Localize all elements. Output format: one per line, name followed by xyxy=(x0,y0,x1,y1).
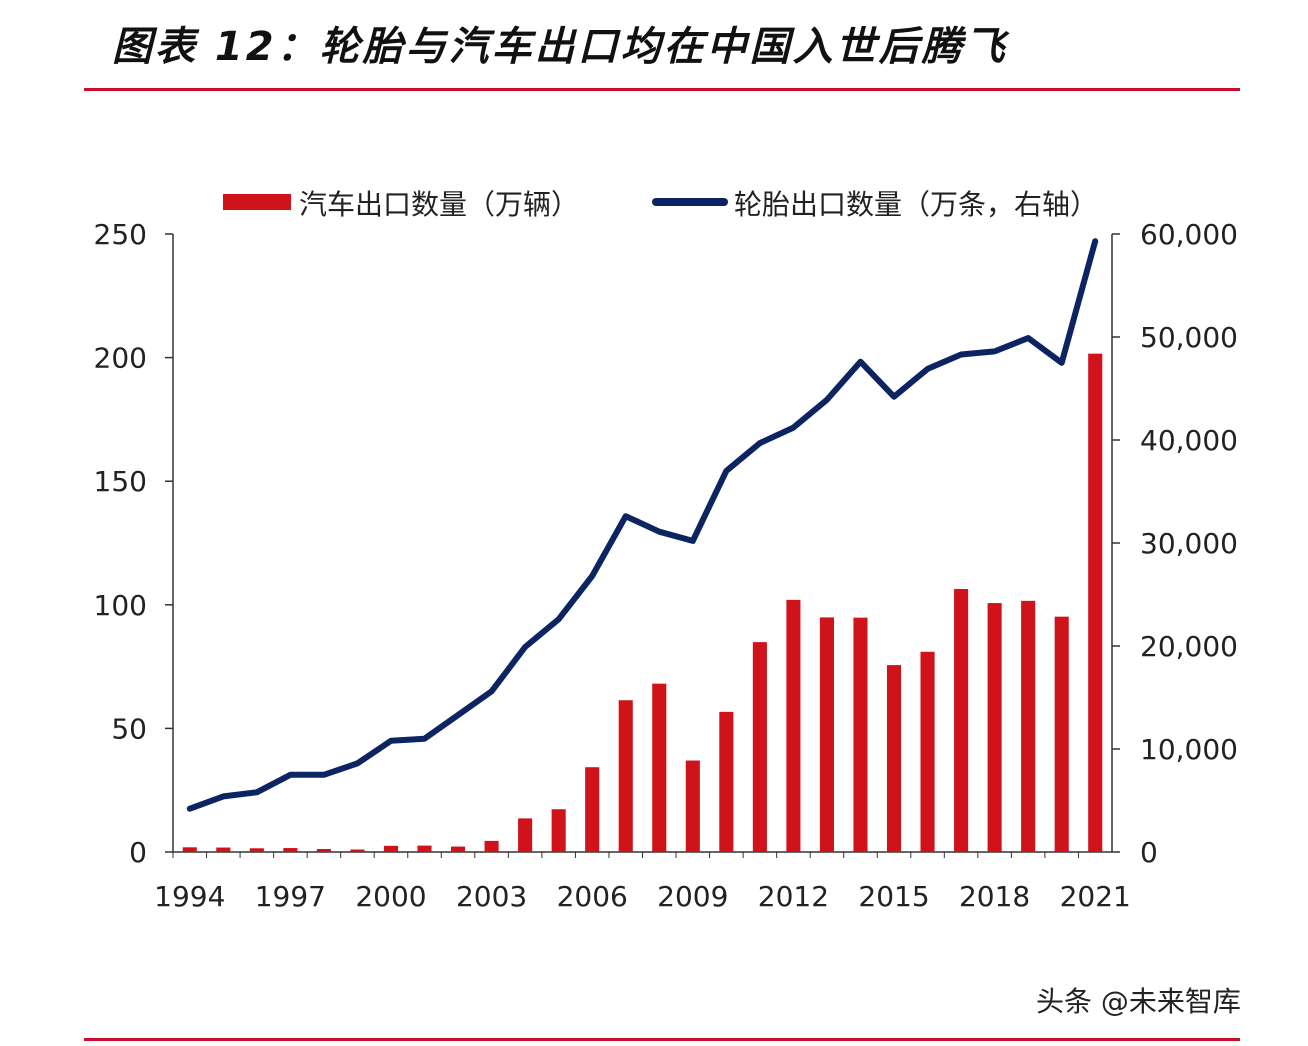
legend-label-line: 轮胎出口数量（万条，右轴） xyxy=(734,188,1098,221)
legend-swatch-bar xyxy=(223,194,291,210)
bar-car-export xyxy=(652,683,667,852)
left-tick-label: 250 xyxy=(94,218,147,251)
bar-car-export xyxy=(283,848,298,852)
bar-car-export xyxy=(451,846,466,852)
bar-car-export xyxy=(484,840,499,852)
right-tick-label: 50,000 xyxy=(1140,321,1238,354)
bar-car-export xyxy=(585,767,600,852)
x-tick-label: 2018 xyxy=(959,880,1030,913)
bar-car-export xyxy=(1054,616,1069,852)
left-tick-label: 150 xyxy=(94,465,147,498)
left-tick-label: 50 xyxy=(111,712,147,745)
bar-car-export xyxy=(853,617,868,852)
bar-car-export xyxy=(752,642,767,852)
x-tick-label: 1994 xyxy=(154,880,225,913)
bar-car-export xyxy=(316,849,331,852)
bar-car-export xyxy=(954,588,969,852)
bar-car-export xyxy=(886,665,902,852)
x-tick-label: 1997 xyxy=(255,880,326,913)
x-tick-label: 2009 xyxy=(657,880,728,913)
x-tick-label: 2015 xyxy=(858,880,929,913)
x-tick-label: 2003 xyxy=(456,880,527,913)
line-series xyxy=(186,238,1099,812)
bar-car-export xyxy=(1088,353,1103,852)
left-tick-label: 100 xyxy=(94,589,147,622)
right-tick-label: 40,000 xyxy=(1140,424,1238,457)
title-divider xyxy=(84,88,1240,91)
bar-car-export xyxy=(719,711,734,852)
bar-car-export xyxy=(249,848,264,852)
bar-car-export xyxy=(920,651,935,852)
line-tire-export xyxy=(186,238,1099,812)
right-tick-label: 30,000 xyxy=(1140,527,1238,560)
bar-car-export xyxy=(518,818,533,852)
legend: 汽车出口数量（万辆） 轮胎出口数量（万条，右轴） xyxy=(223,188,1098,221)
chart-title: 图表 12：轮胎与汽车出口均在中国入世后腾飞 xyxy=(112,24,1008,70)
bar-car-export xyxy=(383,845,399,852)
x-tick-label: 2021 xyxy=(1060,880,1131,913)
bar-car-export xyxy=(182,847,197,852)
x-tick-label: 2006 xyxy=(557,880,628,913)
right-tick-label: 0 xyxy=(1140,836,1158,869)
bar-car-export xyxy=(1021,600,1036,852)
bar-car-export xyxy=(417,845,432,852)
right-tick-label: 20,000 xyxy=(1140,630,1238,663)
left-tick-label: 0 xyxy=(129,836,147,869)
x-tick-label: 2012 xyxy=(758,880,829,913)
bar-car-export xyxy=(618,700,633,852)
bar-series xyxy=(182,353,1103,852)
combo-chart: 汽车出口数量（万辆） 轮胎出口数量（万条，右轴） 0501001502002500… xyxy=(94,188,1238,913)
x-tick-label: 2000 xyxy=(355,880,426,913)
bar-car-export xyxy=(819,617,834,852)
left-tick-label: 200 xyxy=(94,342,147,375)
bar-car-export xyxy=(216,847,231,852)
right-tick-label: 10,000 xyxy=(1140,733,1238,766)
legend-label-bar: 汽车出口数量（万辆） xyxy=(299,188,579,221)
bar-car-export xyxy=(551,809,566,852)
bar-car-export xyxy=(987,603,1002,852)
bar-car-export xyxy=(786,599,801,852)
axes: 0 50 100 150 200 250 0 10,000 20,000 30,000 40,000… xyxy=(94,218,1238,913)
watermark: 头条 @未来智库 xyxy=(1036,985,1241,1018)
bar-car-export xyxy=(685,760,700,852)
right-tick-label: 60,000 xyxy=(1140,218,1238,251)
bar-car-export xyxy=(350,849,365,852)
footer-divider xyxy=(84,1038,1240,1041)
